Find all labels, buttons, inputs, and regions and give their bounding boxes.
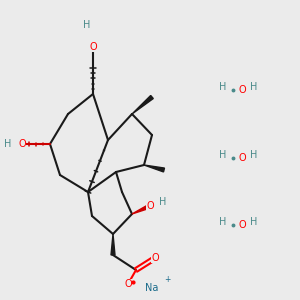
Text: Na: Na	[145, 283, 159, 293]
Text: H: H	[219, 217, 227, 227]
Text: O: O	[238, 85, 246, 95]
Text: H: H	[4, 139, 12, 149]
Polygon shape	[132, 95, 153, 114]
Text: O: O	[89, 42, 97, 52]
Polygon shape	[132, 204, 151, 214]
Text: O: O	[238, 220, 246, 230]
Text: H: H	[219, 82, 227, 92]
Text: H: H	[250, 217, 258, 227]
Text: O: O	[18, 139, 26, 149]
Text: H: H	[219, 150, 227, 160]
Text: O: O	[238, 153, 246, 163]
Text: O: O	[124, 279, 132, 289]
Text: H: H	[250, 82, 258, 92]
Text: O: O	[146, 201, 154, 211]
Polygon shape	[111, 234, 115, 255]
Text: +: +	[164, 275, 170, 284]
Polygon shape	[144, 165, 164, 172]
Text: H: H	[83, 20, 91, 30]
Text: H: H	[250, 150, 258, 160]
Text: O: O	[151, 253, 159, 263]
Text: H: H	[159, 197, 167, 207]
